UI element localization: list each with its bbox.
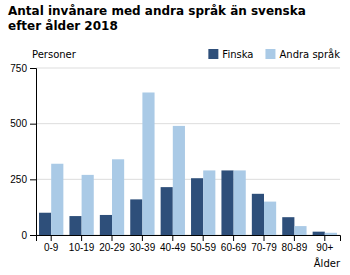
tick: 20-29 (99, 235, 125, 253)
subtitle: efter ålder 2018 (8, 19, 118, 33)
tick-label: 10-19 (69, 242, 95, 253)
y-axis-label: Personer (32, 49, 77, 60)
bar (234, 170, 246, 235)
tick-mark (51, 235, 52, 241)
grid-line (36, 123, 340, 124)
tick: 0-9 (44, 235, 59, 253)
tick-mark (142, 235, 143, 241)
tick-label: 750 (10, 63, 27, 74)
tick-label: 0-9 (44, 242, 59, 253)
tick: 10-19 (69, 235, 95, 253)
bar (252, 194, 264, 235)
chart: Antal invånare med andra språk än svensk… (0, 0, 350, 275)
tick: 30-39 (130, 235, 156, 253)
tick-label: 0 (21, 230, 27, 241)
bar (191, 178, 203, 235)
bar (282, 217, 294, 235)
tick-label: 250 (10, 174, 27, 185)
tick-mark (203, 235, 204, 241)
grid-line (36, 68, 340, 69)
tick: 60-69 (221, 235, 247, 253)
tick: 500 (10, 118, 36, 129)
tick-mark (112, 235, 113, 241)
tick: 70-79 (251, 235, 277, 253)
bar (39, 213, 51, 235)
tick: 40-49 (160, 235, 186, 253)
legend-swatch (208, 49, 218, 59)
tick-label: 500 (10, 118, 27, 129)
bar (221, 170, 233, 235)
bar (313, 232, 325, 235)
tick-label: 40-49 (160, 242, 186, 253)
tick-label: 60-69 (221, 242, 247, 253)
legend-swatch (265, 49, 275, 59)
legend-label: Andra språk (279, 48, 340, 60)
series (51, 92, 337, 235)
tick-label: 70-79 (251, 242, 277, 253)
legend-item: Finska (208, 49, 253, 60)
bar (69, 216, 81, 235)
title: Antal invånare med andra språk än svensk… (8, 4, 306, 18)
grid (36, 68, 340, 235)
legend: Finska Andra språk (208, 48, 340, 60)
x-axis-label: Ålder (314, 257, 341, 269)
tick: 50-59 (190, 235, 216, 253)
tick-label: 90+ (316, 242, 333, 253)
axis-line (37, 236, 341, 242)
axis-line (30, 69, 37, 236)
tick-label: 30-39 (130, 242, 156, 253)
bar (173, 126, 185, 235)
bar (82, 175, 94, 235)
tick-mark (81, 235, 82, 241)
tick-label: 20-29 (99, 242, 125, 253)
tick: 0 (21, 230, 36, 241)
tick-mark (324, 235, 325, 241)
tick: 80-89 (282, 235, 308, 253)
tick-label: 80-89 (282, 242, 308, 253)
bar (112, 159, 124, 235)
tick: 250 (10, 174, 36, 185)
bar (161, 187, 173, 235)
bar (294, 226, 306, 235)
bar (325, 233, 337, 235)
bars (39, 92, 337, 235)
y-axis: 0 250 500 750 (10, 63, 36, 241)
tick-mark (264, 235, 265, 241)
bar (142, 92, 154, 235)
bar (100, 215, 112, 235)
tick-mark (294, 235, 295, 241)
bar (130, 199, 142, 235)
bar (51, 164, 63, 235)
tick-mark (30, 124, 36, 125)
bar (203, 170, 215, 235)
tick-label: 50-59 (190, 242, 216, 253)
legend-item: Andra språk (265, 48, 340, 60)
tick-mark (172, 235, 173, 241)
tick-mark (233, 235, 234, 241)
legend-label: Finska (222, 49, 253, 60)
tick: 90+ (316, 235, 333, 253)
tick: 750 (10, 63, 36, 74)
tick-mark (30, 179, 36, 180)
plot: 0 250 500 750 0-9 10-19 20-29 30-39 40-49 50-59 60… (10, 63, 340, 253)
tick-mark (30, 68, 36, 69)
bar (264, 202, 276, 235)
x-axis: 0-9 10-19 20-29 30-39 40-49 50-59 60-69 70-79 80… (37, 235, 341, 253)
tick-mark (30, 235, 36, 236)
